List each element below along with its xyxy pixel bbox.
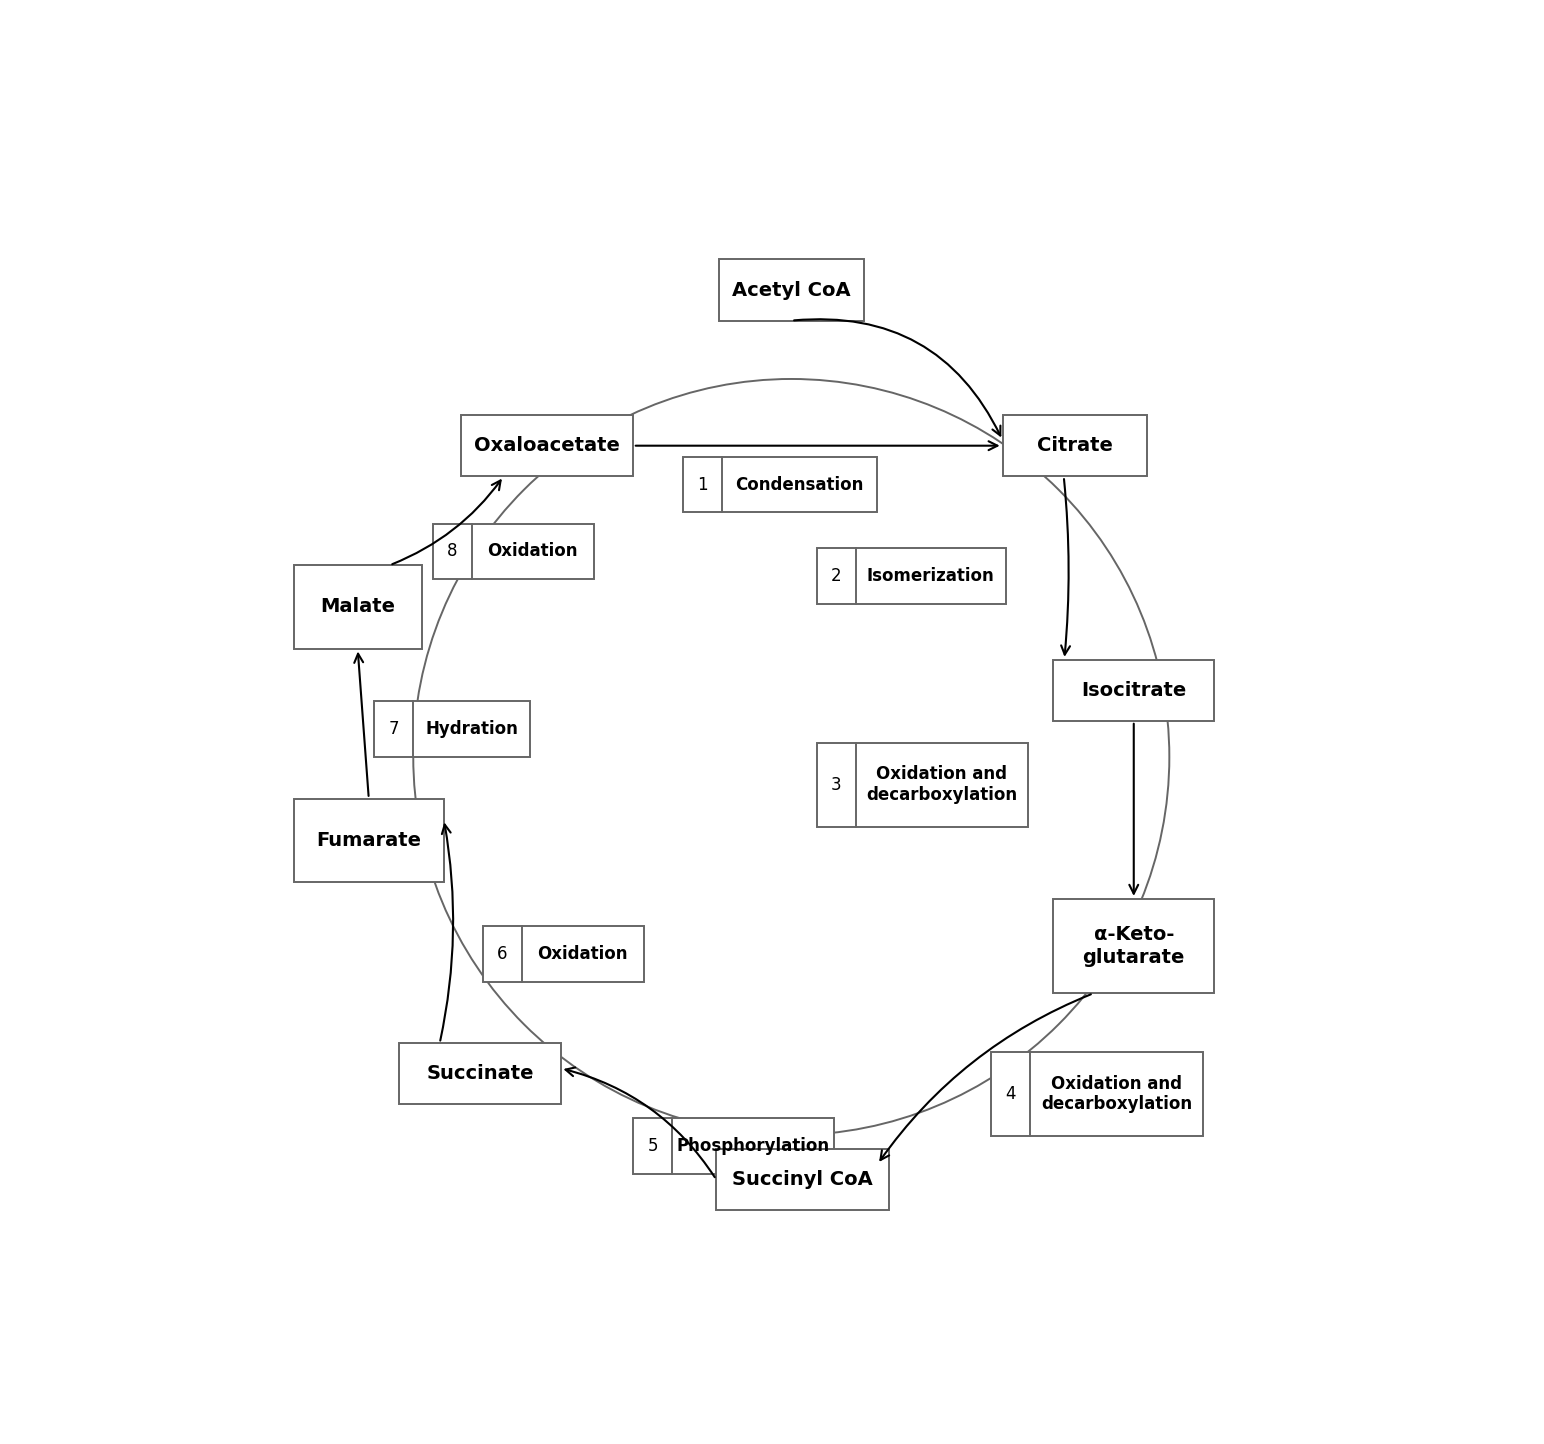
Text: Fumarate: Fumarate — [317, 830, 422, 851]
FancyBboxPatch shape — [400, 1044, 560, 1105]
FancyBboxPatch shape — [1053, 660, 1215, 721]
Text: Phosphorylation: Phosphorylation — [676, 1138, 829, 1155]
FancyBboxPatch shape — [483, 926, 644, 982]
Text: Isomerization: Isomerization — [868, 567, 994, 585]
FancyBboxPatch shape — [682, 456, 877, 513]
Text: 4: 4 — [1005, 1084, 1016, 1103]
FancyBboxPatch shape — [817, 547, 1005, 604]
FancyBboxPatch shape — [293, 799, 443, 882]
Text: Malate: Malate — [320, 598, 395, 617]
Text: Acetyl CoA: Acetyl CoA — [732, 280, 851, 299]
Text: Condensation: Condensation — [735, 475, 863, 494]
FancyBboxPatch shape — [991, 1053, 1203, 1135]
Text: Hydration: Hydration — [425, 721, 519, 738]
Text: 8: 8 — [446, 543, 457, 560]
FancyBboxPatch shape — [293, 565, 422, 648]
FancyBboxPatch shape — [817, 744, 1028, 826]
Text: 3: 3 — [831, 775, 841, 794]
Text: Oxidation: Oxidation — [537, 944, 628, 963]
Text: 1: 1 — [696, 475, 707, 494]
FancyBboxPatch shape — [432, 524, 594, 579]
FancyBboxPatch shape — [1002, 414, 1147, 477]
Text: Citrate: Citrate — [1038, 436, 1113, 455]
Text: Oxidation and
decarboxylation: Oxidation and decarboxylation — [1041, 1074, 1192, 1113]
Text: Isocitrate: Isocitrate — [1081, 680, 1186, 700]
FancyBboxPatch shape — [633, 1118, 834, 1174]
Text: 6: 6 — [497, 944, 508, 963]
Text: Oxidation and
decarboxylation: Oxidation and decarboxylation — [866, 765, 1017, 804]
FancyBboxPatch shape — [720, 260, 863, 321]
Text: 2: 2 — [831, 567, 841, 585]
FancyBboxPatch shape — [374, 702, 530, 757]
FancyBboxPatch shape — [1053, 898, 1215, 993]
FancyBboxPatch shape — [716, 1149, 889, 1210]
Text: 5: 5 — [647, 1138, 658, 1155]
Text: Succinate: Succinate — [426, 1064, 534, 1083]
FancyBboxPatch shape — [460, 414, 633, 477]
Text: Oxaloacetate: Oxaloacetate — [474, 436, 619, 455]
Text: Oxidation: Oxidation — [488, 543, 577, 560]
Text: Succinyl CoA: Succinyl CoA — [732, 1170, 872, 1188]
Text: 7: 7 — [389, 721, 398, 738]
Text: α-Keto-
glutarate: α-Keto- glutarate — [1082, 926, 1184, 967]
